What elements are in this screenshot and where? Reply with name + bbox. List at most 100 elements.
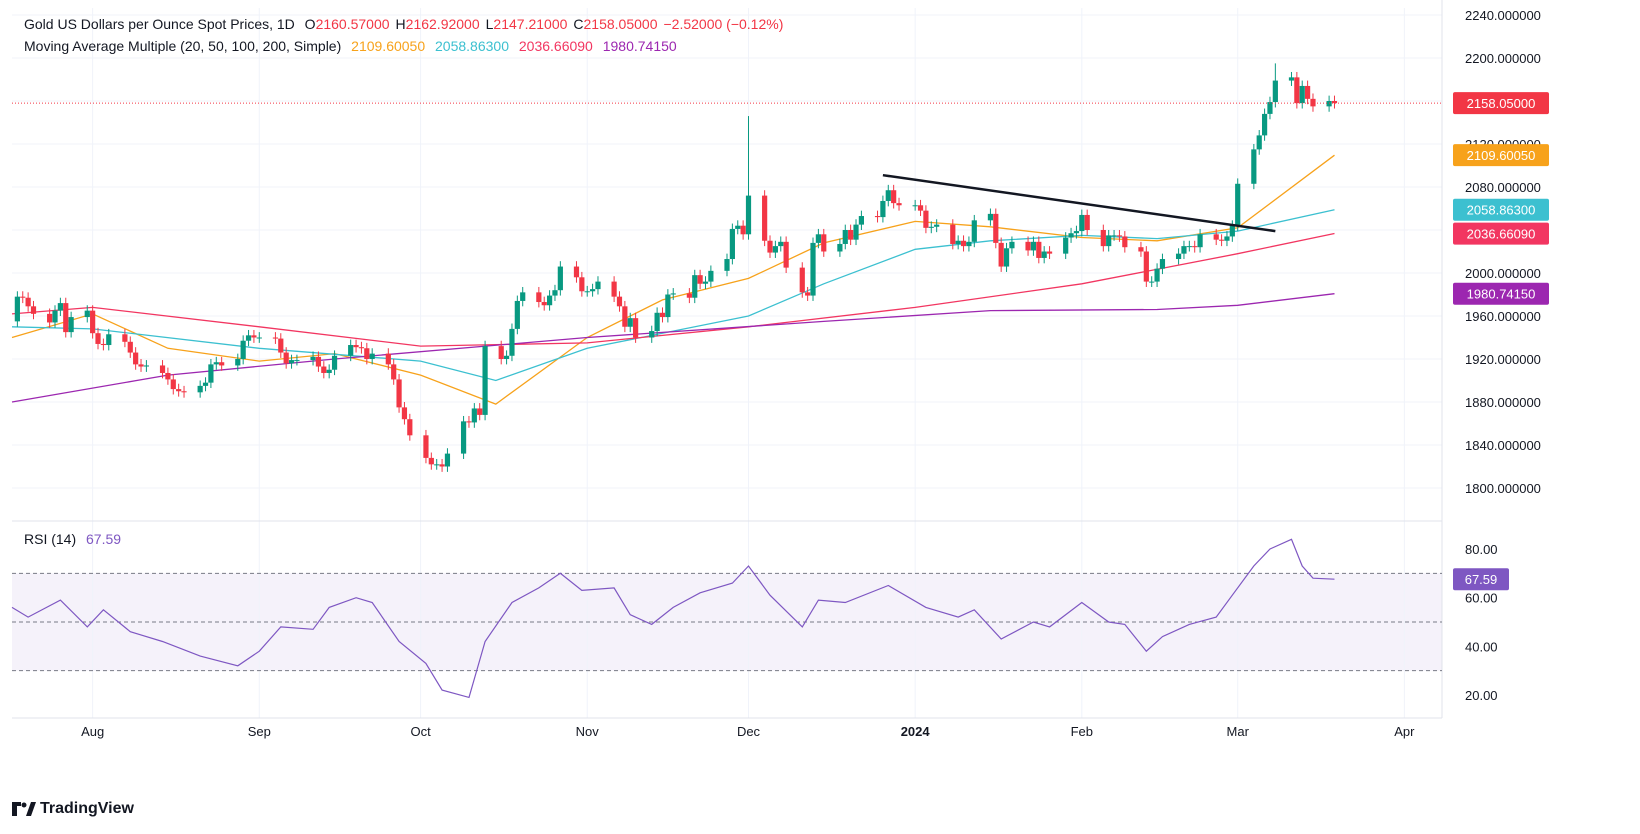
candle-body <box>498 346 504 359</box>
candle-body <box>885 190 891 201</box>
candle-body <box>724 259 730 271</box>
ohlc-values: O2160.57000 H2162.92000 L2147.21000 C2158.0… <box>305 16 790 32</box>
ma50-value: 2058.86300 <box>435 38 509 54</box>
open-label: O <box>304 16 316 32</box>
candle-body <box>321 366 327 373</box>
candle-body <box>84 310 90 318</box>
rsi-current-label-text: 67.59 <box>1465 572 1498 587</box>
candle-body <box>401 407 408 420</box>
candle-body <box>310 356 316 361</box>
candle-body <box>692 275 698 298</box>
price-tick-label: 1960.000000 <box>1465 309 1541 324</box>
candle-body <box>546 295 553 306</box>
rsi-line <box>11 538 1335 699</box>
candle-body <box>1149 281 1155 283</box>
time-tick-label: Mar <box>1227 724 1250 739</box>
candle-body <box>799 267 805 293</box>
candle-body <box>439 464 445 467</box>
candle-body <box>1326 101 1332 107</box>
price-label-ma20-box <box>1453 144 1549 167</box>
rsi-tick-label: 80.00 <box>1465 542 1498 557</box>
rsi-tick-label: 60.00 <box>1465 591 1498 606</box>
price-tick-label: 1920.000000 <box>1465 352 1541 367</box>
candle-body <box>702 281 709 284</box>
candle-body <box>1229 225 1235 237</box>
candle-body <box>235 359 241 366</box>
candle-body <box>928 226 934 228</box>
candle-body <box>584 291 590 293</box>
candle-body <box>633 318 639 338</box>
candle-body <box>912 205 918 207</box>
candle-body <box>541 302 547 306</box>
low-label: L <box>485 16 494 32</box>
candle-body <box>25 297 31 307</box>
candle-body <box>960 240 967 247</box>
candle-body <box>471 408 477 423</box>
rsi-indicator-title[interactable]: RSI (14) <box>24 531 77 547</box>
candle-body <box>127 341 133 353</box>
candle-body <box>708 270 714 282</box>
open-value: 2160.57000 <box>315 16 390 32</box>
candle-body <box>1122 236 1128 248</box>
candle-body <box>810 242 816 296</box>
tradingview-logo-icon <box>12 802 36 816</box>
candle-body <box>1186 246 1192 248</box>
candle-body <box>697 275 703 284</box>
candle-body <box>477 408 483 415</box>
candle-body <box>385 353 391 365</box>
candle-body <box>240 340 246 359</box>
tradingview-brand-text: TradingView <box>40 800 134 817</box>
candle-body <box>923 210 929 228</box>
candle-body <box>1073 231 1080 234</box>
candle-body <box>213 362 219 365</box>
candle-body <box>821 234 827 252</box>
candle-body <box>1106 235 1112 247</box>
candle-body <box>934 224 940 227</box>
candle-body <box>966 241 972 247</box>
rsi-current-label-box <box>1453 568 1509 591</box>
ma200-value: 1980.74150 <box>602 38 677 54</box>
candle-body <box>197 385 203 393</box>
candle-body <box>1294 77 1300 104</box>
candle-body <box>165 372 171 380</box>
candle-body <box>1331 101 1338 104</box>
tradingview-logo[interactable]: TradingView <box>12 800 134 818</box>
candle-body <box>1063 237 1069 254</box>
candle-body <box>358 347 365 349</box>
rsi-tick-label: 40.00 <box>1465 639 1498 654</box>
candle-body <box>1267 102 1273 114</box>
main-legend: Gold US Dollars per Ounce Spot Prices, 1… <box>24 16 795 32</box>
time-tick-label: Nov <box>576 724 600 739</box>
price-tick-label: 1840.000000 <box>1465 438 1541 453</box>
candle-body <box>294 360 300 362</box>
candle-body <box>353 345 359 348</box>
candle-body <box>1009 241 1015 249</box>
time-tick-label: Apr <box>1394 724 1415 739</box>
candle-body <box>745 195 752 235</box>
candle-body <box>272 337 279 339</box>
candle-body <box>138 364 144 367</box>
candle-body <box>256 337 262 339</box>
price-label-ma100-box <box>1453 222 1549 245</box>
candle-body <box>170 379 176 390</box>
ma-indicator-title[interactable]: Moving Average Multiple (20, 50, 100, 20… <box>24 38 342 54</box>
rsi-tick-label: 20.00 <box>1465 688 1498 703</box>
candle-body <box>858 216 864 225</box>
symbol-title[interactable]: Gold US Dollars per Ounce Spot Prices, 1… <box>24 16 295 32</box>
candle-body <box>514 300 520 329</box>
candle-body <box>95 333 101 344</box>
close-label: C <box>573 16 584 32</box>
candle-body <box>1192 246 1198 248</box>
candle-body <box>955 240 961 244</box>
candle-body <box>434 464 440 466</box>
candle-body <box>251 335 257 338</box>
price-label-ma20-text: 2109.60050 <box>1467 148 1536 163</box>
candle-body <box>219 362 225 366</box>
candle-body <box>348 345 354 356</box>
candle-body <box>1256 135 1262 150</box>
candle-body <box>482 346 488 415</box>
ma20-value: 2109.60050 <box>351 38 426 54</box>
candle-body <box>14 296 20 322</box>
